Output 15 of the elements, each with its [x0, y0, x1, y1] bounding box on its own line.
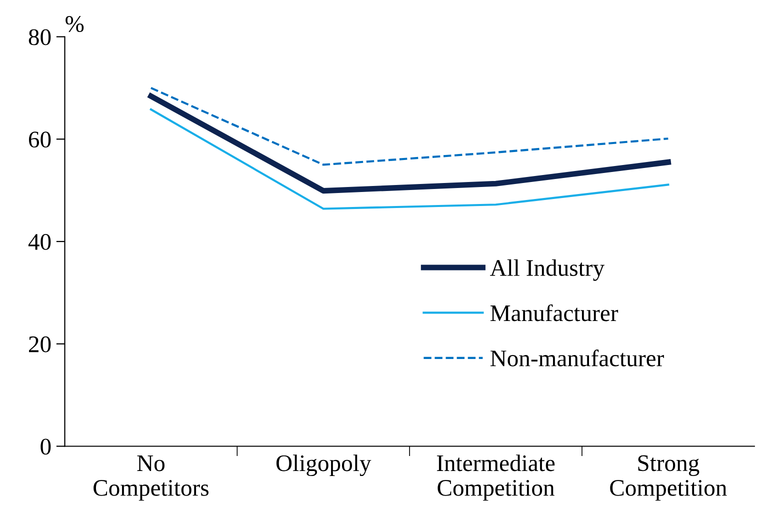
- y-tick-label: 20: [29, 336, 51, 352]
- legend-label: Manufacturer: [490, 304, 618, 322]
- y-tick-label: 0: [40, 438, 51, 455]
- y-axis-title: %: [66, 16, 84, 32]
- y-tick-label: 60: [28, 132, 51, 148]
- x-tick-label: Intermediate Competition: [436, 454, 555, 501]
- x-tick-label: Oligopoly: [276, 454, 372, 476]
- y-tick-label: 80: [28, 29, 51, 46]
- legend-label: Non-manufacturer: [490, 350, 664, 366]
- y-tick-label: 40: [28, 234, 51, 250]
- x-tick-label: Strong Competition: [610, 455, 727, 501]
- line-series: [150, 108, 670, 210]
- line-series: [150, 86, 670, 166]
- legend-label: All Industry: [490, 259, 604, 281]
- x-tick-label: No Competitors: [94, 456, 208, 501]
